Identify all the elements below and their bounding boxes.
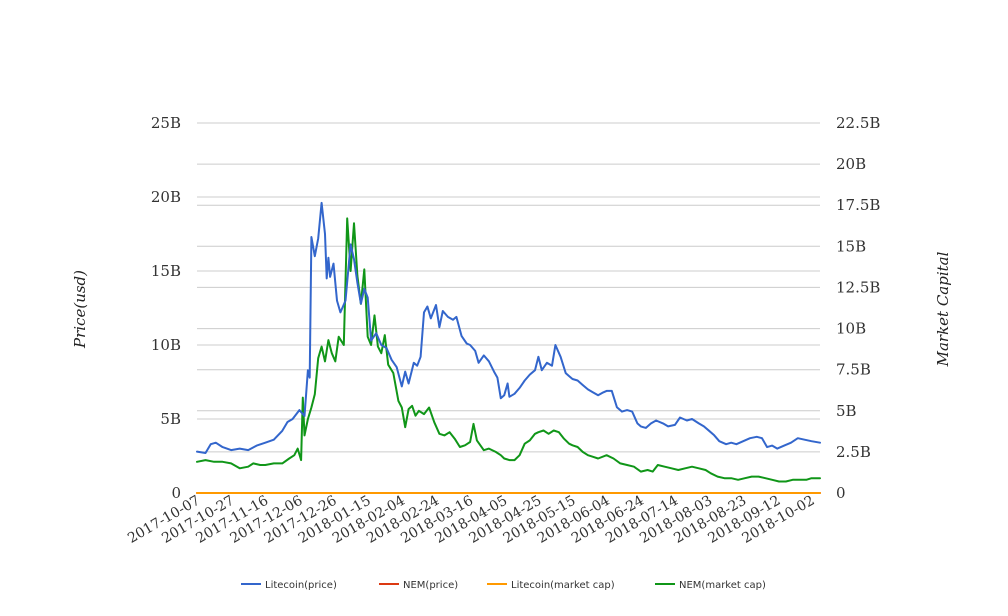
y-left-tick-label: 0 (171, 484, 181, 502)
y-left-tick-label: 15B (151, 262, 181, 280)
y-right-tick-label: 20B (836, 155, 866, 173)
x-axis-ticks: 2017-10-072017-10-272017-11-162017-12-06… (125, 493, 817, 547)
y-right-tick-label: 10B (836, 320, 866, 338)
series-line-litecoin-price (196, 201, 821, 454)
y-right-tick-label: 2.5B (836, 443, 871, 461)
legend-item: NEM(price) (379, 580, 458, 591)
legend-label: NEM(market cap) (679, 580, 766, 591)
legend-item: NEM(market cap) (655, 580, 766, 591)
series-lines (196, 201, 821, 494)
y-right-tick-label: 17.5B (836, 196, 880, 214)
legend-item: Litecoin(price) (241, 580, 337, 591)
legend-item: Litecoin(market cap) (487, 580, 615, 591)
series-line-nem-market-cap (196, 217, 821, 483)
legend: Litecoin(price) NEM(price) Litecoin(market… (241, 580, 766, 591)
y-right-tick-label: 5B (836, 402, 857, 420)
y-right-tick-label: 12.5B (836, 278, 880, 296)
legend-label: NEM(price) (403, 580, 458, 591)
y-axis-left-ticks: 0 5B 10B 15B 20B 25B (151, 114, 181, 502)
y-right-tick-label: 15B (836, 237, 866, 255)
y-axis-right-title: Market Capital (934, 251, 952, 367)
y-left-tick-label: 20B (151, 188, 181, 206)
gridlines (197, 122, 820, 494)
y-right-tick-label: 7.5B (836, 361, 871, 379)
legend-label: Litecoin(price) (265, 580, 337, 591)
y-left-tick-label: 5B (160, 410, 181, 428)
y-right-tick-label: 0 (836, 484, 846, 502)
y-left-tick-label: 10B (151, 336, 181, 354)
legend-label: Litecoin(market cap) (511, 580, 615, 591)
y-right-tick-label: 22.5B (836, 114, 880, 132)
y-axis-right-ticks: 0 2.5B 5B 7.5B 10B 12.5B 15B 17.5B 20B 22.5B (836, 114, 880, 502)
y-left-tick-label: 25B (151, 114, 181, 132)
y-axis-left-title: Price(usd) (71, 270, 89, 349)
